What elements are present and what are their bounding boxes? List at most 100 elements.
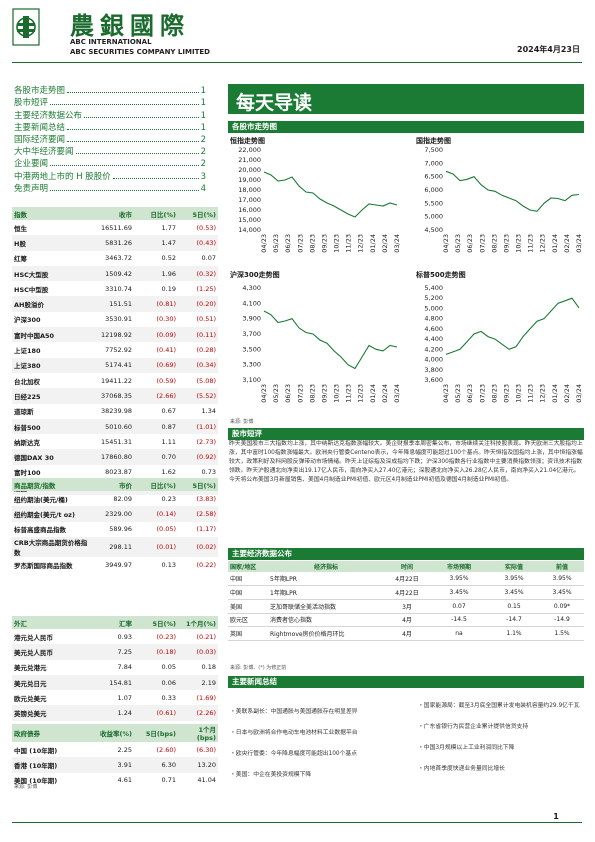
x-tick-label: 01/24	[369, 384, 377, 403]
brand-name-cn: 農銀國際	[70, 11, 190, 40]
table-cell: (0.81)	[134, 296, 178, 312]
table-cell: 欧元区	[228, 613, 268, 627]
table-header-cell: 收市	[90, 207, 134, 220]
toc-item-page: 1	[200, 122, 206, 133]
toc-item[interactable]: 各股市走势图 1	[14, 84, 206, 96]
econ-source: 来源: 彭博、(*) 为修正前	[230, 665, 287, 671]
commodity-row: 罗杰斯国际商品指数 3949.97 0.13 (0.22)	[12, 557, 218, 572]
table-cell: 3.95%	[449, 575, 469, 583]
y-tick-label: 4,300	[242, 284, 261, 292]
table-cell: 0.19	[161, 284, 176, 293]
econ-row: 欧元区 消费者信心指数 4月 -14.5 -14.7 -14.9	[228, 613, 584, 627]
toc-item[interactable]: 主要经济数据公布 1	[14, 108, 206, 121]
table-header-cell: 汇率	[90, 616, 134, 629]
x-tick-label: 03/24	[575, 234, 583, 253]
commodity-row: 标普高盛商品指数 589.96 (0.05) (1.17)	[12, 522, 218, 537]
index-row: 红筹 3463.72 0.52 0.07	[12, 251, 218, 266]
toc-item[interactable]: 企业要闻 2	[14, 157, 206, 169]
toc-item-page: 1	[200, 110, 206, 121]
table-cell: 2329.00	[90, 506, 134, 522]
charts-source: 来源: 彭博	[230, 419, 254, 425]
bond-row: 美国 (10年期) 4.61 0.71 41.04	[12, 773, 218, 788]
econ-row: 美国 芝加哥联储全美活动指数 3月 0.07 0.15 0.09*	[228, 599, 584, 614]
commentary-section-header: 股市短评	[228, 428, 584, 440]
table-cell: 13.20	[178, 757, 218, 773]
table-cell: 英镑兑美元	[12, 705, 90, 721]
table-header-cell: 前值	[540, 561, 584, 572]
table-cell: 7.25	[90, 644, 134, 660]
table-cell: (6.30)	[196, 745, 216, 754]
toc-item[interactable]: 股市短评 1	[14, 96, 206, 108]
y-tick-label: 17,000	[238, 196, 261, 204]
table-cell: 0.07	[201, 254, 216, 263]
x-tick-label: 06/23	[466, 384, 474, 403]
index-row: 上证380 5174.41 (0.69) (0.34)	[12, 357, 218, 373]
toc-item-page: 2	[200, 159, 206, 170]
x-tick-label: 09/23	[320, 234, 328, 253]
table-cell: (0.05)	[156, 525, 176, 534]
index-row: 富时中国A50 12198.92 (0.09) (0.11)	[12, 327, 218, 343]
table-cell: 中国	[228, 585, 268, 600]
toc-item[interactable]: 主要新闻总结 1	[14, 121, 206, 133]
econ-data-table: 国家/地区 经济指标 时间 市场预期 实际值 前值 中国 5年期LPR 4月22日 3.95% 3…	[228, 561, 584, 641]
table-cell: (2.58)	[178, 506, 218, 522]
toc-item[interactable]: 中港两地上市的 H 股股价 3	[14, 169, 206, 182]
table-cell: (0.51)	[196, 315, 216, 324]
fx-row: 欧元兑美元 1.07 0.33 (1.69)	[12, 690, 218, 705]
x-tick-label: 12/23	[539, 234, 547, 253]
table-cell: 15451.31	[100, 437, 132, 446]
toc-item-label: 各股市走势图	[14, 86, 66, 97]
table-cell: 0.18	[201, 663, 216, 672]
table-cell: 日经225	[12, 388, 90, 404]
toc-item[interactable]: 大中华经济要闻 2	[14, 145, 206, 157]
table-cell: AH股溢价	[12, 296, 90, 312]
y-tick-label: 5,000	[424, 213, 443, 221]
title-banner	[228, 84, 584, 114]
x-tick-label: 09/23	[502, 384, 510, 403]
toc-item-label: 国际经济要闻	[14, 134, 66, 145]
table-cell: 中国 (10年期)	[14, 746, 58, 755]
table-cell: (2.60)	[156, 745, 176, 754]
x-tick-label: 12/23	[357, 384, 365, 403]
y-tick-label: 5,400	[424, 284, 443, 292]
index-row: 纳斯达克 15451.31 1.11 (2.73)	[12, 434, 218, 449]
table-cell: 3.45%	[430, 585, 488, 600]
table-cell: 沪深300	[14, 316, 41, 325]
x-tick-label: 02/24	[563, 384, 571, 403]
table-of-contents: 各股市走势图 1 股市短评 1 主要经济数据公布 1 主要新闻总结 1 国际经济要闻 2 大中华经济…	[14, 84, 206, 194]
x-tick-label: 11/23	[345, 384, 353, 403]
toc-item[interactable]: 免责声明 4	[14, 182, 206, 194]
table-cell: 3.95%	[504, 575, 524, 583]
news-item: ・广东省银行为民营企业累计提供信贷支持	[418, 724, 529, 730]
y-tick-label: 14,000	[238, 226, 261, 234]
table-cell: 上证380	[12, 357, 90, 373]
table-cell: (0.03)	[178, 644, 218, 660]
table-cell: (0.14)	[134, 506, 178, 522]
table-cell: 82.09	[113, 494, 132, 503]
page-number: 1	[553, 812, 559, 821]
index-row: AH股溢价 151.51 (0.81) (0.20)	[12, 296, 218, 312]
commodity-table: 商品期货/指数 市价 日比(%) 5日(%) 纽约期油(美元/桶) 82.09 0.23(…	[12, 478, 218, 572]
x-tick-label: 11/23	[527, 384, 535, 403]
news-list-left: ・美联系副长：中国通胀与美国通胀存在明显差异 ・日本与欧洲将合作电动车电池材料工业…	[230, 706, 408, 790]
y-tick-label: 5,500	[424, 199, 443, 207]
table-header-cell: 5日(%)	[178, 207, 218, 220]
table-cell: 12198.92	[90, 327, 134, 343]
index-row: 沪深300 3530.91 (0.30) (0.51)	[12, 312, 218, 327]
report-date: 2024年4月23日	[517, 45, 580, 54]
toc-item[interactable]: 国际经济要闻 2	[14, 133, 206, 145]
table-cell: 1.77	[161, 223, 176, 232]
table-cell: 消费者信心指数	[268, 613, 384, 627]
fx-row: 美元兑港元 7.84 0.05 0.18	[12, 660, 218, 675]
table-cell: 5831.26	[90, 235, 134, 251]
table-cell: (0.59)	[156, 376, 176, 385]
table-cell: 0.93	[117, 632, 132, 641]
table-header-cell: 日比(%)	[134, 478, 178, 491]
table-cell: 港元兑人民币	[14, 633, 53, 642]
table-cell: 纽约期油(美元/桶)	[14, 495, 68, 504]
table-cell: 0.73	[201, 468, 216, 477]
table-cell: (0.11)	[178, 327, 218, 343]
commodity-row: 纽约期油(美元/桶) 82.09 0.23 (3.83)	[12, 491, 218, 506]
table-cell: CRB大宗商品期货价格指数	[12, 536, 90, 557]
table-cell: 1.62	[161, 468, 176, 477]
